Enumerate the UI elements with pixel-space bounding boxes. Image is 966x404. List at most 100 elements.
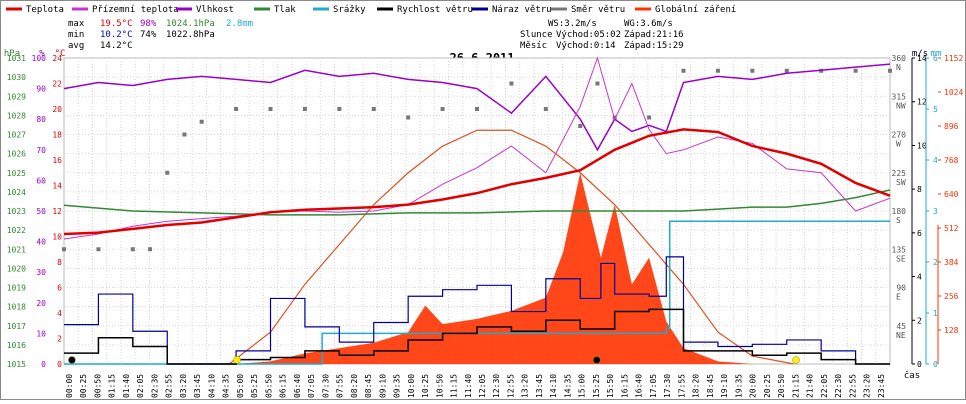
info-moonrise: Východ:0:14 — [556, 41, 616, 51]
tick-time: 14:35 — [563, 374, 572, 398]
series-wind-direction-point — [475, 107, 479, 111]
tick-time: 04:10 — [207, 374, 216, 398]
tick-time: 19:35 — [734, 374, 743, 398]
tick-time: 15:25 — [592, 374, 601, 398]
tick-time: 02:55 — [165, 374, 174, 398]
tick-ms: 10 — [917, 141, 927, 150]
tick-time: 13:20 — [521, 374, 530, 398]
series-wind-direction-point — [371, 107, 376, 111]
tick-hpa: 1019 — [7, 284, 26, 293]
tick-time: 13:45 — [535, 374, 544, 398]
tick-time: 07:55 — [336, 374, 345, 398]
tick-radiation: 256 — [944, 292, 959, 301]
tick-time: 16:15 — [620, 374, 629, 398]
stat-label: min — [68, 30, 84, 40]
tick-time: 18:45 — [706, 374, 715, 398]
info-ws: WS:3.2m/s — [548, 19, 597, 29]
tick-time: 21:40 — [806, 374, 815, 398]
tick-time: 21:15 — [791, 374, 800, 398]
legend-label: Rychlost větru — [397, 5, 473, 15]
tick-celsius: 12 — [52, 207, 62, 216]
tick-percent: 70 — [36, 146, 46, 155]
series-wind-direction-point — [853, 68, 858, 73]
legend-label: Teplota — [26, 5, 64, 15]
tick-time: 22:30 — [834, 374, 843, 398]
tick-direction: 180 — [892, 207, 907, 216]
tick-ms: 0 — [917, 360, 922, 369]
tick-celsius: 2 — [57, 335, 62, 344]
legend-label: Přízemní teplota — [92, 5, 179, 15]
tick-direction-name: N — [896, 63, 901, 72]
tick-time: 16:40 — [635, 374, 644, 398]
tick-mm: 1 — [933, 309, 938, 318]
tick-direction-name: SW — [896, 178, 906, 187]
tick-hpa: 1023 — [7, 207, 26, 216]
tick-time: 04:35 — [222, 374, 231, 398]
stat-value: 1022.8hPa — [166, 30, 215, 40]
tick-direction-name: E — [896, 293, 901, 302]
series-wind-direction-point — [440, 107, 445, 111]
tick-time: 00:25 — [79, 374, 88, 398]
tick-celsius: 0 — [57, 360, 62, 369]
series-wind-direction-point — [165, 170, 170, 175]
marker-sunset — [792, 356, 800, 364]
series-wind-direction-point — [578, 124, 583, 128]
tick-time: 11:15 — [450, 374, 459, 398]
tick-percent: 20 — [36, 299, 46, 308]
tick-mm: 4 — [933, 156, 938, 165]
tick-time: 02:05 — [136, 374, 145, 398]
legend-label: Vlhkost — [196, 5, 234, 15]
tick-percent: 90 — [36, 85, 46, 94]
tick-celsius: 10 — [52, 233, 62, 242]
tick-direction-name: NW — [896, 101, 906, 110]
tick-time: 10:50 — [435, 374, 444, 398]
info-moonset: Západ:15:29 — [624, 41, 684, 51]
stat-value: 19.5°C — [100, 19, 133, 29]
tick-hpa: 1021 — [7, 245, 26, 254]
tick-time: 17:30 — [663, 374, 672, 398]
series-wind-direction-point — [509, 81, 514, 86]
tick-celsius: 14 — [52, 182, 62, 191]
tick-time: 22:55 — [848, 374, 857, 398]
tick-celsius: 22 — [52, 80, 62, 89]
tick-radiation: 896 — [944, 122, 959, 131]
tick-celsius: 20 — [52, 105, 62, 114]
series-pressure — [63, 189, 891, 216]
tick-time: 00:00 — [65, 374, 74, 398]
tick-celsius: 24 — [52, 54, 62, 63]
tick-direction-name: W — [896, 140, 901, 149]
tick-time: 23:20 — [863, 374, 872, 398]
tick-time: 05:25 — [250, 374, 259, 398]
series-wind-direction-point — [337, 107, 342, 111]
tick-direction: 45 — [896, 322, 906, 331]
tick-mm: 2 — [933, 258, 938, 267]
axis-label-hpa: hPa — [4, 49, 20, 59]
tick-ms: 4 — [917, 273, 922, 282]
tick-time: 05:00 — [236, 374, 245, 398]
tick-percent: 40 — [36, 238, 46, 247]
tick-direction: 90 — [896, 284, 906, 293]
tick-hpa: 1020 — [7, 264, 26, 273]
tick-time: 07:05 — [307, 374, 316, 398]
tick-hpa: 1031 — [7, 54, 26, 63]
series-wind-direction-point — [406, 115, 411, 120]
tick-direction: 360 — [892, 54, 907, 63]
series-wind-direction-point — [302, 107, 307, 111]
legend-label: Tlak — [274, 5, 296, 15]
series-rain — [64, 220, 890, 365]
x-axis-label: čas — [904, 370, 920, 381]
tick-time: 15:50 — [606, 374, 615, 398]
tick-celsius: 18 — [52, 131, 62, 140]
tick-hpa: 1015 — [7, 360, 26, 369]
grid-group — [64, 58, 890, 364]
tick-time: 20:25 — [763, 374, 772, 398]
tick-direction-name: SE — [896, 254, 906, 263]
tick-time: 23:45 — [877, 374, 886, 398]
tick-time: 08:20 — [350, 374, 359, 398]
series-temperature — [63, 128, 891, 236]
tick-direction: 270 — [892, 131, 907, 140]
tick-time: 20:00 — [749, 374, 758, 398]
stat-label: max — [68, 19, 85, 29]
tick-time: 06:40 — [293, 374, 302, 398]
tick-time: 01:15 — [108, 374, 117, 398]
